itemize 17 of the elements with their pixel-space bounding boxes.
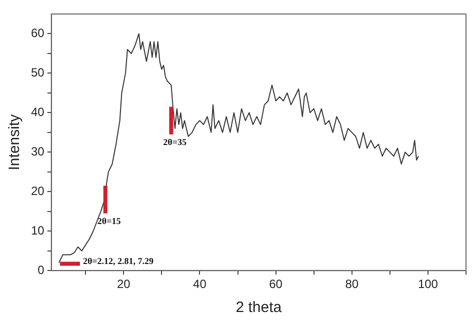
y-tick-label: 0 bbox=[38, 262, 45, 277]
x-tick-label: 40 bbox=[193, 277, 207, 292]
annotation: 2θ=15 bbox=[97, 216, 122, 226]
y-tick-label: 20 bbox=[30, 184, 45, 198]
x-tick-label: 20 bbox=[116, 277, 131, 292]
y-axis-title: Intensity bbox=[6, 114, 24, 170]
y-tick-label: 40 bbox=[30, 105, 45, 120]
x-tick-label: 60 bbox=[269, 277, 283, 292]
y-tick-label: 30 bbox=[30, 144, 45, 158]
y-tick-label: 10 bbox=[30, 223, 45, 238]
annotation: 2θ=2.12, 2.81, 7.29 bbox=[82, 256, 154, 266]
y-tick-label: 50 bbox=[30, 66, 45, 80]
x-axis-title: 2 theta bbox=[236, 299, 282, 316]
annotation: 2θ=35 bbox=[163, 137, 188, 148]
y-tick-label: 60 bbox=[30, 26, 45, 40]
x-tick-label: 80 bbox=[345, 277, 359, 292]
x-tick-label: 100 bbox=[418, 277, 438, 292]
